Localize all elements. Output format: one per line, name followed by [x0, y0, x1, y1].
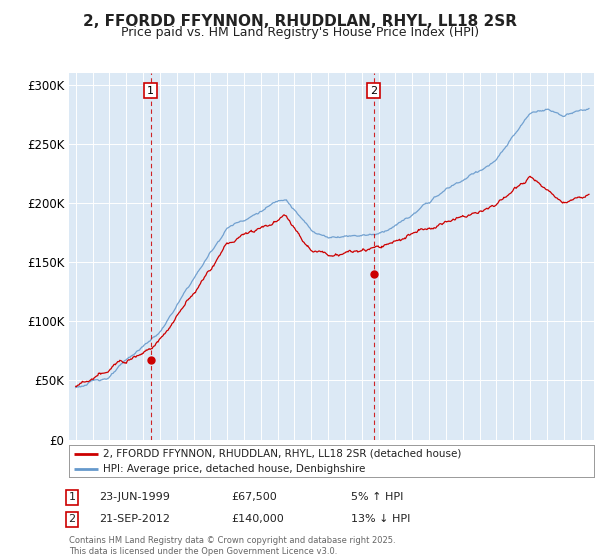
Text: 2, FFORDD FFYNNON, RHUDDLAN, RHYL, LL18 2SR (detached house): 2, FFORDD FFYNNON, RHUDDLAN, RHYL, LL18 …	[103, 449, 461, 459]
Text: 2, FFORDD FFYNNON, RHUDDLAN, RHYL, LL18 2SR: 2, FFORDD FFYNNON, RHUDDLAN, RHYL, LL18 …	[83, 14, 517, 29]
Text: Price paid vs. HM Land Registry's House Price Index (HPI): Price paid vs. HM Land Registry's House …	[121, 26, 479, 39]
Text: £67,500: £67,500	[231, 492, 277, 502]
Text: 5% ↑ HPI: 5% ↑ HPI	[351, 492, 403, 502]
Text: £140,000: £140,000	[231, 514, 284, 524]
Text: HPI: Average price, detached house, Denbighshire: HPI: Average price, detached house, Denb…	[103, 464, 365, 474]
Text: 23-JUN-1999: 23-JUN-1999	[99, 492, 170, 502]
Text: 13% ↓ HPI: 13% ↓ HPI	[351, 514, 410, 524]
Text: 1: 1	[68, 492, 76, 502]
Text: 2: 2	[370, 86, 377, 96]
Text: Contains HM Land Registry data © Crown copyright and database right 2025.
This d: Contains HM Land Registry data © Crown c…	[69, 536, 395, 556]
Text: 1: 1	[147, 86, 154, 96]
Text: 21-SEP-2012: 21-SEP-2012	[99, 514, 170, 524]
Text: 2: 2	[68, 514, 76, 524]
